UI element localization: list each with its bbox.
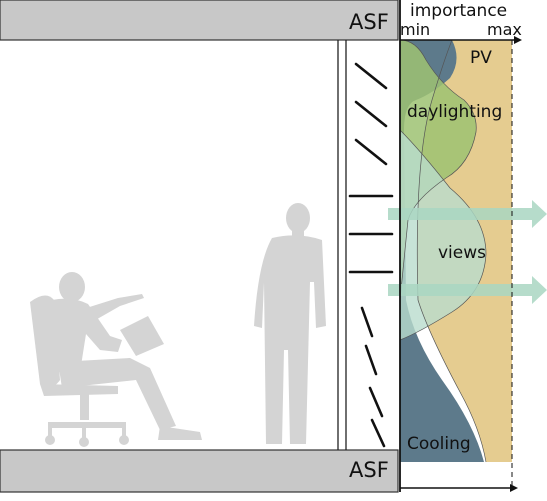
views-label: views	[438, 243, 487, 263]
floor-slab	[0, 449, 399, 493]
chart-axes	[399, 0, 522, 492]
view-arrow-upper	[388, 200, 547, 228]
axis-title: importance	[410, 1, 508, 21]
cooling-area	[400, 40, 484, 462]
ceiling-slab-label: ASF	[349, 10, 389, 34]
glass-facade	[337, 40, 347, 450]
shading-louvers	[348, 62, 394, 448]
axis-max-label: max	[487, 20, 522, 39]
axis-min-label: min	[400, 20, 431, 39]
view-arrow-lower	[388, 276, 547, 304]
floor-slab-label: ASF	[349, 458, 389, 482]
daylighting-area	[400, 40, 477, 300]
daylighting-label: daylighting	[407, 102, 503, 122]
standing-person-silhouette	[254, 203, 326, 444]
seated-person-silhouette	[30, 272, 202, 447]
pv-label: PV	[470, 48, 492, 68]
view-arrows	[388, 200, 547, 304]
cooling-label: Cooling	[407, 434, 471, 454]
ceiling-slab	[0, 0, 399, 41]
